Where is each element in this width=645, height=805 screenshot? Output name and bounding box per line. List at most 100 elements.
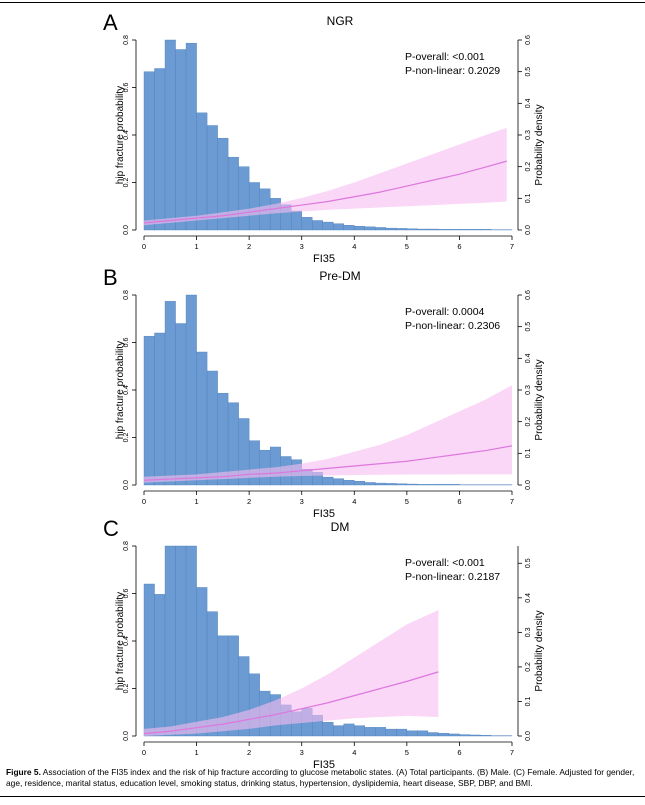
histogram-bar: [143, 335, 155, 486]
histogram-bar: [364, 226, 376, 231]
x-tick-label: 1: [194, 497, 198, 506]
histogram-bar: [438, 733, 450, 737]
histogram-bar: [469, 229, 481, 231]
histogram-bar: [164, 545, 176, 737]
y2-tick-label: 0.4: [525, 593, 532, 603]
histogram-bar: [396, 728, 408, 737]
y-tick-label: 0.8: [123, 290, 130, 300]
panel-letter: B: [103, 265, 118, 290]
x-tick-label: 0: [142, 748, 146, 757]
chart-plot: 0.0 0.2 0.4 0.6 0.8 0.0 0.1 0.2 0.3 0.4 0.5 0 1 2 3 4 5 6…: [115, 541, 545, 771]
histogram-bar: [175, 49, 187, 231]
histogram-bar: [406, 730, 418, 737]
histogram-bar: [248, 440, 260, 486]
x-tick-label: 6: [457, 748, 461, 757]
chart-plot: 0.0 0.2 0.4 0.6 0.8 0.0 0.1 0.2 0.3 0.4 0.5 0.6 0 1 2 3…: [115, 35, 545, 265]
y-tick-label: 0.4: [123, 130, 130, 140]
y2-tick-label: 0.5: [525, 67, 532, 77]
histogram-bar: [322, 221, 334, 231]
y2-tick-label: 0.2: [525, 662, 532, 672]
histogram-bar: [469, 734, 481, 737]
panel-c: C DM 0.0 0.2 0.4 0.6 0.8 0.0 0.1 0.2 0.3 0.4 0.5 0 1…: [0, 516, 645, 772]
x-axis-label: FI35: [313, 508, 335, 520]
caption-text: Association of the FI35 index and the ri…: [6, 767, 635, 788]
y2-tick-label: 0.1: [525, 696, 532, 706]
x-tick-label: 3: [300, 242, 304, 251]
histogram-bar: [227, 156, 239, 231]
figure-caption: Figure 5. Association of the FI35 index …: [6, 767, 639, 789]
histogram-bar: [322, 476, 334, 486]
estimate-line: [143, 160, 507, 224]
y2-tick-label: 0.5: [525, 558, 532, 568]
x-tick-label: 7: [510, 748, 514, 757]
y2-tick-label: 0.3: [525, 385, 532, 395]
histogram-bar: [385, 483, 397, 486]
histogram-bar: [154, 594, 166, 737]
y2-tick-label: 0.1: [525, 448, 532, 458]
y2-tick-label: 0.3: [525, 627, 532, 637]
histogram-bar: [396, 228, 408, 231]
histogram-bar: [343, 480, 355, 486]
histogram-bar: [448, 229, 460, 231]
x-axis-label: FI35: [313, 253, 335, 265]
x-tick-label: 2: [247, 497, 251, 506]
panel-letter: C: [103, 516, 119, 541]
histogram-bar: [385, 227, 397, 231]
histogram-bar: [196, 587, 208, 737]
histogram-bar: [448, 733, 460, 737]
y2-tick-label: 0.4: [525, 98, 532, 108]
panel-letter: A: [103, 10, 118, 35]
y-axis-label: hip fracture probability: [115, 341, 126, 439]
histogram-bar: [154, 68, 166, 231]
y-tick-label: 0.6: [123, 338, 130, 348]
histogram-bar: [206, 611, 218, 737]
y2-axis-label: Probability density: [534, 359, 545, 440]
estimate-line: [143, 445, 513, 481]
y2-tick-label: 0.1: [525, 193, 532, 203]
x-tick-label: 6: [457, 497, 461, 506]
y2-tick-label: 0.0: [525, 225, 532, 235]
histogram-bar: [406, 228, 418, 231]
histogram-bar: [459, 734, 471, 737]
histogram-bar: [143, 71, 155, 231]
x-tick-label: 5: [405, 497, 409, 506]
histogram-bar: [427, 228, 439, 231]
y2-axis-label: Probability density: [534, 104, 545, 185]
x-tick-label: 0: [142, 497, 146, 506]
histogram-bar: [322, 721, 334, 737]
y-tick-label: 0.4: [123, 636, 130, 646]
histogram-bar: [301, 217, 313, 231]
histogram-bar: [417, 484, 429, 486]
histogram-bar: [312, 220, 323, 231]
x-tick-label: 3: [300, 497, 304, 506]
x-tick-label: 0: [142, 242, 146, 251]
panel-title: NGR: [326, 14, 354, 28]
histogram-bar: [417, 730, 429, 737]
y2-tick-label: 0.5: [525, 322, 532, 332]
x-tick-label: 2: [247, 748, 251, 757]
y-axis-label: hip fracture probability: [115, 86, 126, 184]
y-tick-label: 0.6: [123, 83, 130, 93]
histogram-bar: [164, 39, 176, 231]
y-tick-label: 0.6: [123, 589, 130, 599]
histogram-bar: [175, 545, 187, 737]
histogram-bar: [375, 227, 387, 231]
histogram-bar: [438, 484, 450, 486]
y-tick-label: 0.0: [123, 731, 130, 741]
panel-a: A NGR 0.0 0.2 0.4 0.6 0.8 0.0 0.1 0.2 0.3 0.4 0.5 0…: [0, 10, 645, 266]
histogram-bar: [354, 725, 365, 737]
panel-title: Pre-DM: [319, 269, 361, 283]
top-rule: [0, 2, 645, 3]
y2-tick-label: 0.4: [525, 353, 532, 363]
x-tick-label: 1: [194, 242, 198, 251]
histogram-bar: [396, 483, 408, 486]
histogram-bar: [291, 210, 302, 231]
histogram-bar: [427, 732, 439, 737]
histogram-bar: [438, 229, 450, 231]
y2-axis-label: Probability density: [534, 610, 545, 691]
chart-plot: 0.0 0.2 0.4 0.6 0.8 0.0 0.1 0.2 0.3 0.4 0.5 0.6 0 1 2 3…: [115, 290, 545, 520]
histogram-bar: [154, 332, 166, 486]
y-axis-label: hip fracture probability: [115, 592, 126, 690]
x-axis-label: FI35: [313, 759, 335, 771]
y-tick-label: 0.0: [123, 480, 130, 490]
